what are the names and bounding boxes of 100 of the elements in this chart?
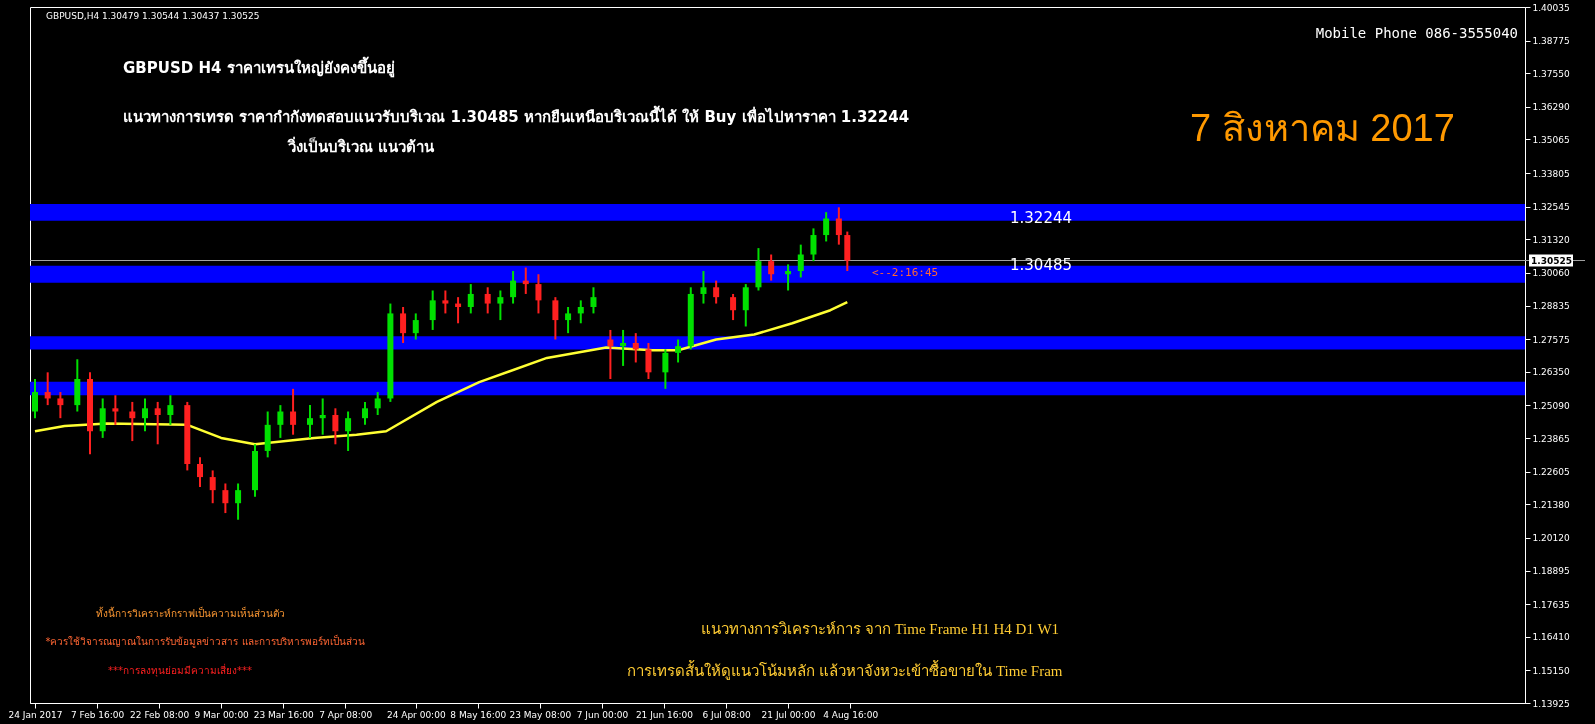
annotation: วิ่งเป็นบริเวณ แนวต้าน bbox=[287, 136, 436, 156]
y-tick-label: 1.17635 bbox=[1532, 599, 1570, 610]
x-tick-label: 7 Apr 08:00 bbox=[319, 709, 373, 720]
candlestick bbox=[484, 286, 491, 315]
candlestick bbox=[552, 296, 559, 341]
annotation: ***การลงทุนย่อมมีความเสี่ยง*** bbox=[108, 663, 252, 677]
candlestick bbox=[222, 482, 229, 515]
candlestick bbox=[730, 292, 737, 322]
candlestick bbox=[277, 404, 284, 439]
y-tick-label: 1.35065 bbox=[1532, 134, 1570, 145]
candlestick bbox=[620, 328, 627, 367]
candlestick bbox=[510, 270, 517, 305]
candlestick bbox=[374, 391, 381, 416]
candlestick bbox=[700, 270, 707, 305]
annotation: 7 สิงหาคม 2017 bbox=[1190, 107, 1455, 149]
x-tick-label: 9 Mar 00:00 bbox=[194, 709, 250, 720]
annotation: แนวทางการวิเคราะห์การ จาก Time Frame H1 H4 D1 W1 bbox=[700, 621, 1060, 637]
candlestick bbox=[129, 400, 136, 443]
x-tick-label: 24 Jan 2017 bbox=[8, 709, 63, 720]
candlestick bbox=[167, 394, 174, 426]
x-tick-label: 21 Jul 00:00 bbox=[761, 709, 816, 720]
candlestick bbox=[768, 253, 775, 282]
x-tick-label: 23 May 08:00 bbox=[509, 709, 572, 720]
ref-line-label: 1.30525 bbox=[1531, 255, 1572, 266]
y-tick-label: 1.13925 bbox=[1532, 698, 1570, 709]
candlestick bbox=[32, 377, 38, 420]
candlestick bbox=[535, 273, 542, 315]
x-tick-label: 7 Feb 16:00 bbox=[70, 709, 125, 720]
text: GBPUSD H4 ราคาเทรนใหญ่ยังคงขึ้นอยู่ bbox=[123, 56, 395, 78]
text: แนวทางการเทรด ราคากำกังทดสอบแนวรับบริเวณ 1.30485 หากยืนเหนือบริเวณนี้ได้ ให้ Buy เพื่อไปหาราคา 1.32244 bbox=[123, 105, 910, 126]
annotation: GBPUSD,H4 1.30479 1.30544 1.30437 1.30525 bbox=[46, 11, 260, 21]
candlestick bbox=[797, 243, 804, 279]
annotation: การเทรดสั้นให้ดูแนวโน้มหลัก แล้วหาจังหวะเข้าซื้อขายใน Time Fram bbox=[627, 660, 1063, 680]
x-tick-label: 8 May 16:00 bbox=[450, 709, 507, 720]
candlestick bbox=[662, 348, 669, 390]
candlestick bbox=[467, 283, 474, 315]
candlestick bbox=[412, 312, 419, 341]
y-tick-label: 1.31320 bbox=[1532, 234, 1570, 245]
candlestick bbox=[209, 469, 216, 505]
candlestick bbox=[713, 279, 720, 305]
candlestick bbox=[319, 397, 326, 436]
candlestick bbox=[442, 289, 449, 315]
y-tick-label: 1.37550 bbox=[1532, 68, 1570, 79]
x-tick-label: 22 Feb 08:00 bbox=[130, 709, 190, 720]
y-tick-label: 1.40035 bbox=[1532, 2, 1570, 13]
x-tick-label: 6 Jul 08:00 bbox=[702, 709, 751, 720]
y-tick-label: 1.22605 bbox=[1532, 467, 1570, 478]
candlestick bbox=[810, 227, 817, 263]
candlestick bbox=[57, 391, 64, 420]
candlestick bbox=[362, 400, 368, 426]
annotation: *ควรใช้วิจารณญาณในการรับข้อมูลข่าวสาร และการบริหารพอร์ทเป็นส่วน bbox=[45, 634, 365, 648]
candlestick bbox=[607, 328, 614, 380]
candlestick bbox=[429, 289, 436, 331]
x-tick-label: 24 Apr 00:00 bbox=[386, 709, 446, 720]
candlestick bbox=[44, 371, 51, 407]
annotation: <--2:16:45 bbox=[872, 266, 939, 279]
x-tick-label: 23 Mar 16:00 bbox=[253, 709, 315, 720]
y-tick-label: 1.38775 bbox=[1532, 36, 1570, 47]
candlestick bbox=[142, 397, 148, 433]
candlestick bbox=[197, 456, 203, 488]
candlestick bbox=[332, 407, 339, 446]
x-tick-label: 7 Jun 00:00 bbox=[576, 709, 629, 720]
candlestick bbox=[632, 332, 639, 364]
x-tick-label: 21 Jun 16:00 bbox=[635, 709, 694, 720]
y-tick-label: 1.33805 bbox=[1532, 168, 1570, 179]
y-tick-label: 1.21380 bbox=[1532, 499, 1570, 510]
candlestick bbox=[307, 404, 313, 439]
candlestick bbox=[235, 482, 242, 521]
candlestick bbox=[112, 394, 119, 426]
y-tick-label: 1.26350 bbox=[1532, 367, 1570, 378]
y-tick-label: 1.18895 bbox=[1532, 566, 1570, 577]
candlestick bbox=[590, 286, 597, 315]
candlestick bbox=[742, 283, 749, 328]
candlestick bbox=[99, 397, 106, 439]
candlestick bbox=[823, 211, 830, 243]
candlestick bbox=[577, 299, 584, 325]
y-tick-label: 1.27575 bbox=[1532, 334, 1570, 345]
candlestick bbox=[785, 263, 792, 292]
y-tick-label: 1.25090 bbox=[1532, 400, 1570, 411]
candlestick bbox=[400, 306, 407, 344]
candlestick bbox=[645, 342, 652, 380]
candlestick bbox=[154, 400, 161, 446]
candlestick bbox=[345, 410, 352, 452]
annotation: Mobile Phone 086-3555040 bbox=[1315, 25, 1518, 41]
y-tick-label: 1.30060 bbox=[1532, 268, 1570, 279]
candlestick bbox=[835, 206, 842, 246]
y-tick-label: 1.28835 bbox=[1532, 301, 1570, 312]
y-tick-label: 1.16410 bbox=[1532, 632, 1570, 643]
annotation: ทั้งนี้การวิเคราะห์กราฟเป็นความเห็นส่วนตัว bbox=[95, 606, 285, 619]
y-tick-label: 1.32545 bbox=[1532, 202, 1570, 213]
y-tick-label: 1.15150 bbox=[1532, 665, 1570, 676]
candlestick bbox=[675, 338, 682, 364]
line-series bbox=[33, 300, 849, 446]
candlestick bbox=[290, 387, 297, 436]
y-tick-label: 1.20120 bbox=[1532, 533, 1570, 544]
y-tick-label: 1.36290 bbox=[1532, 102, 1570, 113]
x-tick-label: 4 Aug 16:00 bbox=[823, 709, 879, 720]
candlestick bbox=[497, 289, 504, 322]
y-tick-label: 1.23865 bbox=[1532, 433, 1570, 444]
candlestick bbox=[565, 306, 572, 335]
